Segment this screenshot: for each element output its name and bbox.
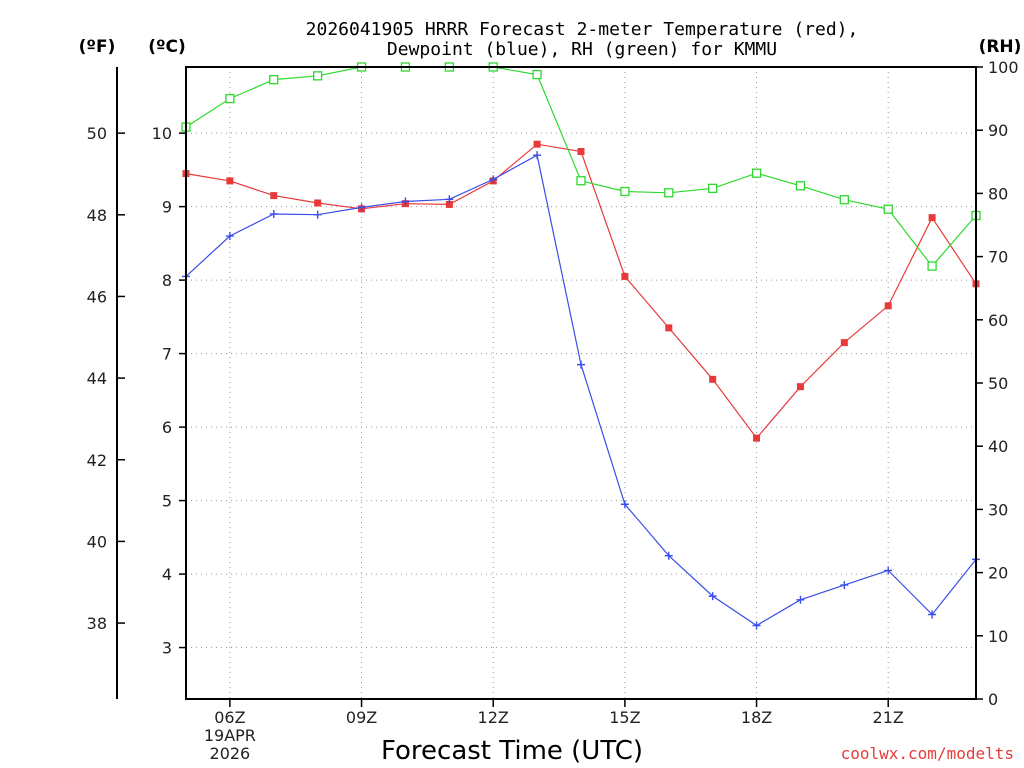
rh-tick-label: 20 xyxy=(988,564,1008,583)
temperature-point xyxy=(709,375,717,383)
dewpoint-point xyxy=(577,360,585,369)
unit-label-celsius: (ºC) xyxy=(148,37,186,57)
rh-point xyxy=(313,71,323,81)
unit-label-fahrenheit: (ºF) xyxy=(79,37,116,57)
rh-point xyxy=(269,74,279,85)
rh-tick-label: 70 xyxy=(988,248,1008,267)
x-tick-label: 15Z xyxy=(609,708,640,727)
rh-tick-label: 60 xyxy=(988,311,1008,330)
rh-point xyxy=(576,176,586,186)
chart-title-line2: Dewpoint (blue), RH (green) for KMMU xyxy=(387,39,777,60)
dewpoint-point xyxy=(884,566,893,575)
rh-tick-label: 100 xyxy=(988,58,1019,77)
dewpoint-point xyxy=(489,175,498,184)
fahrenheit-tick-label: 50 xyxy=(87,124,107,143)
dewpoint-point xyxy=(357,203,366,212)
rh-point xyxy=(664,188,674,198)
celsius-tick-label: 6 xyxy=(162,418,172,437)
celsius-tick-label: 7 xyxy=(162,345,172,364)
dewpoint-point xyxy=(752,621,761,630)
temperature-point xyxy=(884,302,892,310)
unit-label-rh: (RH) xyxy=(979,37,1022,57)
dewpoint-point xyxy=(225,232,234,241)
dewpoint-point xyxy=(269,209,278,218)
dewpoint-point xyxy=(533,151,542,160)
rh-point xyxy=(751,168,762,178)
temperature-point xyxy=(665,324,673,332)
temperature-point xyxy=(314,199,322,207)
credit-link[interactable]: coolwx.com/modelts xyxy=(841,744,1014,763)
rh-tick-label: 0 xyxy=(988,690,998,709)
fahrenheit-tick-label: 48 xyxy=(87,206,107,225)
temperature-point xyxy=(753,434,761,442)
rh-line xyxy=(185,66,977,268)
x-tick-label: 09Z xyxy=(346,708,377,727)
chart-title-line1: 2026041905 HRRR Forecast 2-meter Tempera… xyxy=(306,19,859,40)
rh-tick-label: 50 xyxy=(988,374,1008,393)
x-axis-label: Forecast Time (UTC) xyxy=(381,736,643,766)
rh-point xyxy=(620,186,630,197)
dewpoint-point xyxy=(445,195,454,204)
dewpoint-point xyxy=(401,197,410,206)
temperature-point xyxy=(796,383,804,391)
temperature-point xyxy=(226,177,234,185)
celsius-tick-label: 9 xyxy=(162,198,172,217)
rh-point xyxy=(795,181,806,191)
x-tick-label: 12Z xyxy=(478,708,509,727)
temperature-point xyxy=(270,192,278,200)
rh-point xyxy=(708,183,718,193)
series-layer xyxy=(181,62,981,630)
rh-point xyxy=(883,204,893,214)
temperature-point xyxy=(621,272,629,280)
dewpoint-point xyxy=(708,592,717,601)
temperature-point xyxy=(533,140,541,148)
fahrenheit-tick-label: 42 xyxy=(87,451,107,470)
temperature-point xyxy=(577,148,585,156)
dewpoint-line xyxy=(185,154,977,627)
celsius-tick-label: 3 xyxy=(162,639,172,658)
temperature-point xyxy=(445,200,453,208)
x-tick-date-label: 19APR xyxy=(204,726,256,745)
dewpoint-point xyxy=(840,581,849,590)
dewpoint-point xyxy=(928,610,937,619)
x-tick-label: 18Z xyxy=(741,708,772,727)
dewpoint-point xyxy=(664,551,673,560)
celsius-tick-label: 8 xyxy=(162,271,172,290)
celsius-tick-label: 4 xyxy=(162,565,172,584)
rh-point xyxy=(225,93,235,104)
rh-tick-label: 30 xyxy=(988,500,1008,519)
x-tick-label: 21Z xyxy=(873,708,904,727)
rh-tick-label: 80 xyxy=(988,184,1008,203)
x-tick-label: 06Z xyxy=(214,708,245,727)
dewpoint-point xyxy=(620,500,629,509)
fahrenheit-tick-label: 40 xyxy=(87,532,107,551)
x-tick-date-label: 2026 xyxy=(210,744,251,763)
plot-frame xyxy=(185,66,977,700)
celsius-tick-label: 5 xyxy=(162,492,172,511)
fahrenheit-tick-label: 44 xyxy=(87,369,107,388)
fahrenheit-tick-label: 38 xyxy=(87,614,107,633)
celsius-tick-label: 10 xyxy=(152,124,172,143)
temperature-point xyxy=(928,214,936,222)
rh-tick-label: 10 xyxy=(988,627,1008,646)
dewpoint-point xyxy=(313,210,322,219)
rh-point xyxy=(839,195,849,205)
dewpoint-point xyxy=(796,595,805,604)
rh-point xyxy=(927,261,937,271)
temperature-point xyxy=(840,339,848,347)
rh-tick-label: 40 xyxy=(988,437,1008,456)
rh-tick-label: 90 xyxy=(988,121,1008,140)
temperature-line xyxy=(185,143,977,440)
rh-point xyxy=(532,69,542,80)
fahrenheit-tick-label: 46 xyxy=(87,287,107,306)
grid-layer xyxy=(186,67,976,699)
